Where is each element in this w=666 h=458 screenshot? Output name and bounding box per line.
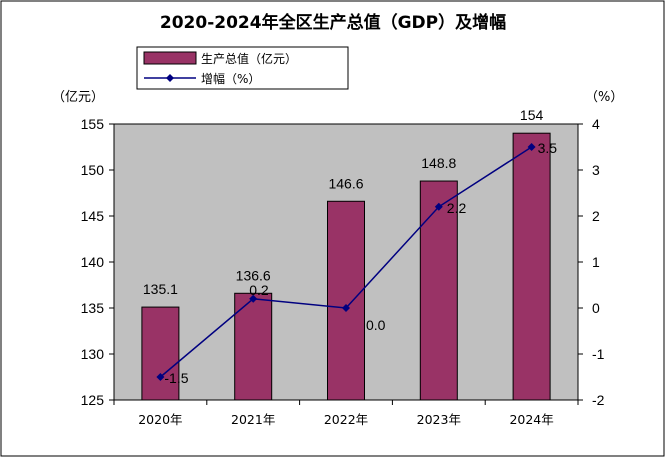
legend-swatch-marker (166, 74, 174, 82)
growth-point (342, 304, 350, 312)
left-axis-tick-label: 135 (81, 300, 105, 316)
gdp-bar-label: 135.1 (143, 281, 178, 297)
right-axis-unit: （%） (585, 90, 623, 105)
left-axis-tick-label: 130 (81, 346, 105, 362)
growth-point (249, 294, 258, 303)
data-labels: 135.1 136.6 146.6 148.8 154 -1.5 0.2 0.0 2.2 3.5 (143, 107, 557, 386)
gdp-bar-label: 154 (520, 107, 544, 123)
x-axis-tick-label: 2023年 (417, 412, 461, 427)
left-axis-unit: （亿元） (52, 90, 104, 105)
axes: 125 130 135 140 145 150 155 -2 -1 0 1 2 3 4 2020年 2021年… (81, 116, 605, 427)
left-axis-tick-label: 150 (81, 162, 105, 178)
x-axis-tick-label: 2022年 (324, 412, 368, 427)
legend-label-growth: 增幅（%） (201, 71, 260, 86)
x-axis-tick-label: 2021年 (231, 412, 275, 427)
chart-title: 2020-2024年全区生产总值（GDP）及增幅 (160, 12, 506, 33)
gdp-bar (234, 292, 273, 401)
left-axis-tick-label: 140 (81, 254, 105, 270)
gdp-bar (419, 180, 458, 401)
growth-point-label: 0.2 (249, 282, 269, 298)
gdp-bar-label: 136.6 (236, 267, 271, 283)
right-axis-tick-label: 3 (592, 162, 600, 178)
gdp-bar (512, 132, 551, 401)
growth-point-label: 0.0 (366, 317, 386, 333)
legend: 生产总值（亿元） 增幅（%） (136, 46, 349, 90)
right-axis-tick-label: 1 (592, 254, 600, 270)
gdp-bar-label: 148.8 (421, 155, 456, 171)
growth-point (527, 143, 536, 151)
bar-series (141, 132, 551, 401)
x-axis-tick-label: 2024年 (509, 412, 553, 427)
right-axis-tick-label: 4 (592, 116, 600, 132)
legend-swatch-bar (143, 51, 197, 65)
right-axis-tick-label: 2 (592, 208, 600, 224)
growth-point (156, 373, 165, 381)
left-axis-tick-label: 155 (81, 116, 105, 132)
x-axis-tick-label: 2020年 (138, 412, 182, 427)
right-axis-tick-label: -1 (592, 346, 605, 362)
gdp-bar (327, 200, 365, 401)
legend-label-gdp: 生产总值（亿元） (201, 51, 297, 66)
growth-point-label: 3.5 (538, 140, 558, 156)
left-axis-tick-label: 145 (81, 208, 105, 224)
right-axis-tick-label: 0 (592, 300, 600, 316)
line-series (156, 143, 536, 381)
growth-point-label: 2.2 (447, 200, 467, 216)
growth-point-label: -1.5 (164, 370, 188, 386)
gdp-bar (141, 306, 180, 401)
gdp-bar-label: 146.6 (328, 175, 363, 191)
right-axis-tick-label: -2 (592, 392, 605, 408)
left-axis-tick-label: 125 (81, 392, 105, 408)
growth-point (434, 202, 443, 211)
